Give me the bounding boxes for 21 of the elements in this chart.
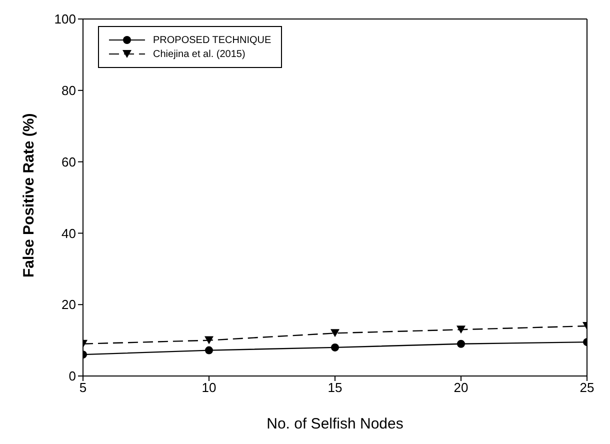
point — [204, 336, 214, 344]
legend-label: Chiejina et al. (2015) — [153, 48, 246, 60]
x-tick-label: 15 — [328, 380, 342, 396]
x-tick-label: 20 — [454, 380, 468, 396]
y-tick-label: 20 — [62, 297, 76, 312]
point — [331, 343, 339, 352]
point — [457, 340, 465, 348]
legend-label: PROPOSED TECHNIQUE — [153, 34, 272, 46]
point — [205, 346, 213, 354]
y-tick-label: 100 — [54, 12, 76, 27]
y-tick-label: 0 — [68, 368, 76, 384]
x-axis-title: No. of Selfish Nodes — [266, 416, 404, 433]
x-tick-label: 10 — [202, 380, 216, 396]
y-axis-title: False Positive Rate (%) — [20, 113, 38, 278]
x-tick-label: 25 — [580, 380, 594, 396]
x-tick-label: 5 — [79, 380, 87, 396]
y-tick-label: 60 — [62, 154, 76, 170]
point — [456, 326, 466, 334]
y-tick-label: 80 — [62, 83, 76, 98]
y-tick-label: 40 — [62, 226, 76, 241]
point — [330, 329, 340, 338]
